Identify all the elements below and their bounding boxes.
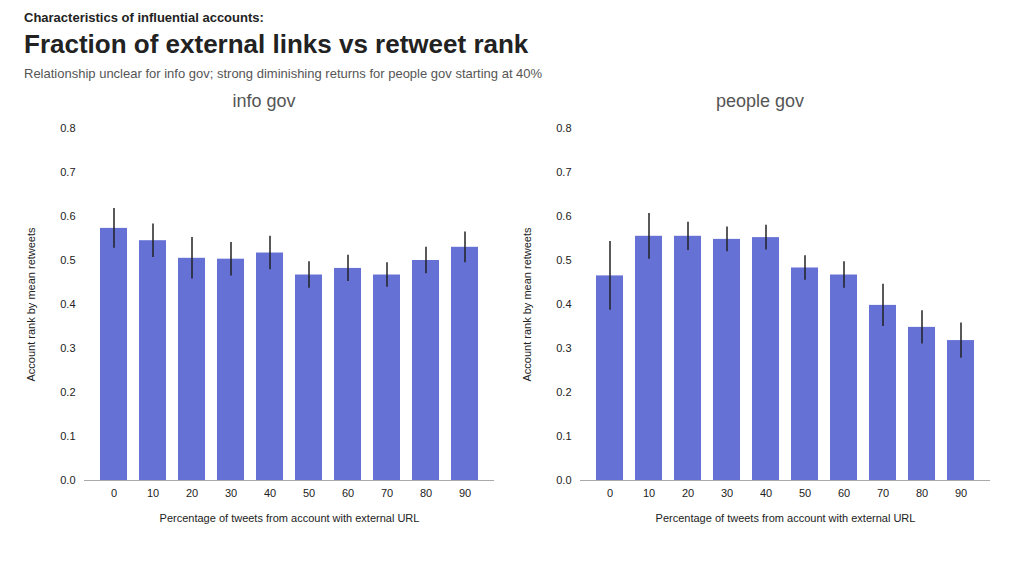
svg-text:20: 20 — [682, 487, 694, 499]
svg-text:0.6: 0.6 — [60, 210, 75, 222]
html-text:Fraction of external links vs: Fraction of external links vs retweet ra… — [24, 29, 529, 59]
svg-text:0.1: 0.1 — [60, 430, 75, 442]
svg-text:Account rank by mean retweets: Account rank by mean retweets — [25, 227, 37, 382]
svg-text:0.8: 0.8 — [556, 122, 571, 134]
svg-text:10: 10 — [147, 487, 159, 499]
svg-text:0.7: 0.7 — [60, 166, 75, 178]
svg-text:90: 90 — [459, 487, 471, 499]
svg-text:10: 10 — [643, 487, 655, 499]
html-text:info gov: info gov — [232, 91, 296, 111]
svg-text:0.3: 0.3 — [60, 342, 75, 354]
svg-text:Account rank by mean retweets: Account rank by mean retweets — [521, 227, 533, 382]
svg-text:0: 0 — [111, 487, 117, 499]
svg-text:0.5: 0.5 — [60, 254, 75, 266]
svg-text:50: 50 — [303, 487, 315, 499]
svg-text:60: 60 — [342, 487, 354, 499]
svg-text:40: 40 — [264, 487, 276, 499]
svg-text:0.4: 0.4 — [556, 298, 571, 310]
html-text:Relationship unclear for info: Relationship unclear for info gov; stron… — [24, 66, 543, 81]
svg-text:80: 80 — [420, 487, 432, 499]
svg-text:80: 80 — [916, 487, 928, 499]
svg-text:0.2: 0.2 — [60, 386, 75, 398]
svg-text:0.0: 0.0 — [60, 474, 75, 486]
svg-text:0.8: 0.8 — [60, 122, 75, 134]
svg-text:30: 30 — [225, 487, 237, 499]
svg-text:0.2: 0.2 — [556, 386, 571, 398]
svg-text:60: 60 — [838, 487, 850, 499]
svg-text:50: 50 — [799, 487, 811, 499]
svg-text:0.6: 0.6 — [556, 210, 571, 222]
svg-text:0.7: 0.7 — [556, 166, 571, 178]
svg-text:0: 0 — [607, 487, 613, 499]
svg-text:20: 20 — [186, 487, 198, 499]
svg-text:70: 70 — [877, 487, 889, 499]
html-text:people gov: people gov — [716, 91, 804, 111]
svg-text:70: 70 — [381, 487, 393, 499]
svg-text:0.4: 0.4 — [60, 298, 75, 310]
svg-text:Percentage of tweets from acco: Percentage of tweets from account with e… — [656, 512, 916, 524]
svg-text:40: 40 — [760, 487, 772, 499]
svg-text:90: 90 — [955, 487, 967, 499]
svg-text:0.1: 0.1 — [556, 430, 571, 442]
svg-text:0.3: 0.3 — [556, 342, 571, 354]
svg-text:0.0: 0.0 — [556, 474, 571, 486]
svg-text:0.5: 0.5 — [556, 254, 571, 266]
html-text:Characteristics of influential: Characteristics of influential accounts: — [24, 10, 264, 25]
svg-text:Percentage of tweets from acco: Percentage of tweets from account with e… — [160, 512, 420, 524]
svg-text:30: 30 — [721, 487, 733, 499]
